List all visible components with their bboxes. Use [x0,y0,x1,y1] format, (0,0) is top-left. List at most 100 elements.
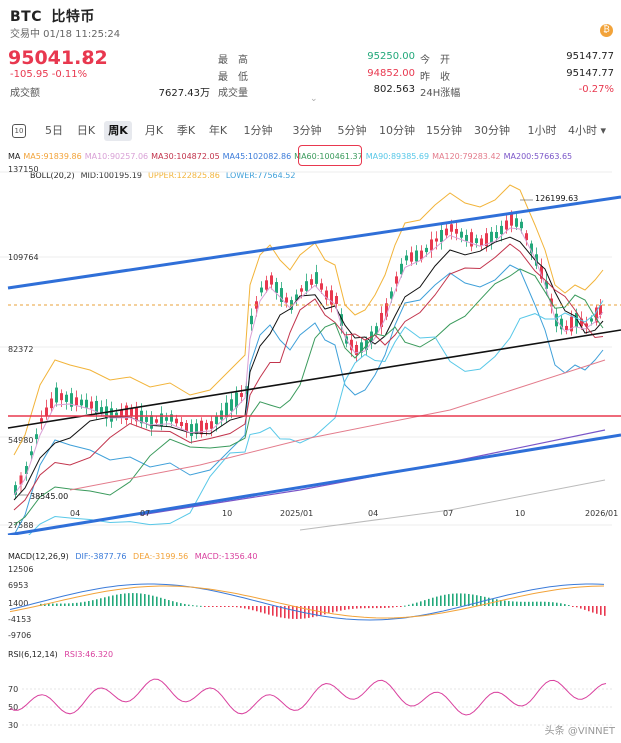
macd-bar [156,596,158,606]
ma-item-1: MA10:90257.06 [84,152,149,161]
macd-bar [432,597,434,606]
macd-bar [360,606,362,609]
ma-item-5: MA90:89385.69 [365,152,430,161]
macd-bar [380,606,382,609]
candle-body [530,243,533,254]
period-settings-icon[interactable]: 10 [12,124,26,138]
tab-1[interactable]: 日K [76,124,96,137]
ma-item-0: MA5:91839.86 [23,152,82,161]
rsi-chart[interactable]: 70 50 30 [0,662,621,743]
macd-bar [148,594,150,606]
tab-12[interactable]: 1小时 [527,124,557,137]
macd-bar [592,606,594,613]
macd-bar [420,601,422,606]
x-axis-label: 04 [368,509,378,518]
tab-3[interactable]: 月K [144,124,164,137]
expand-handle-icon[interactable]: ⌄ [310,94,318,104]
macd-y-label: 6953 [8,581,28,590]
coin-name: 比特币 [51,9,95,25]
tab-9[interactable]: 10分钟 [379,124,415,137]
macd-bar [140,593,142,606]
ma-item-7: MA200:57663.65 [503,152,573,161]
tab-10[interactable]: 15分钟 [426,124,462,137]
candle-body [599,305,602,315]
macd-bar [440,595,442,606]
macd-bar [416,602,418,606]
high-value: 95250.00 [367,51,415,62]
ma-item-4: MA60:100461.37 [294,152,363,161]
macd-bar [220,606,222,607]
macd-y-label: 12506 [8,565,33,574]
tab-0[interactable]: 5日 [45,124,63,137]
candle-body [110,408,113,422]
macd-bar [212,606,214,607]
macd-bar [496,599,498,606]
macd-dif: DIF:-3877.76 [75,552,127,561]
macd-bar [64,603,66,606]
candle-body [60,393,63,401]
macd-bar [572,606,574,607]
macd-bar [344,606,346,610]
candle-body [115,412,118,416]
tab-5[interactable]: 年K [208,124,228,137]
candle-body [195,423,198,435]
candle-body [140,410,143,424]
macd-bar [424,600,426,606]
candle-body [575,312,578,328]
symbol-title: BTC 比特币 [10,6,95,26]
ma-line-4 [13,243,604,511]
candle-body [155,419,158,423]
tab-11[interactable]: 30分钟 [474,124,510,137]
macd-bar [588,606,590,612]
prev-close-value: 95147.77 [566,68,614,79]
candle-body [225,402,228,418]
macd-chart[interactable]: 12506 6953 1400 -4153 -9706 [0,564,621,640]
macd-bar [352,606,354,609]
macd-bar [304,606,306,619]
candle-body [385,303,388,317]
candle-body [160,413,163,427]
candle-body [90,401,93,409]
macd-bar [84,601,86,606]
macd-bar [336,606,338,612]
macd-bar [164,598,166,606]
x-axis-label: 04 [70,509,80,518]
candle-body [395,276,398,284]
tab-13[interactable]: 4小时 ▾ [567,124,607,137]
tab-7[interactable]: 3分钟 [292,124,322,137]
candle-body [375,326,378,334]
bitcoin-icon[interactable]: ₿ [600,24,613,37]
macd-bar [536,601,538,606]
tab-6[interactable]: 1分钟 [243,124,273,137]
tab-8[interactable]: 5分钟 [337,124,367,137]
macd-bar [80,602,82,606]
candle-body [515,218,518,227]
candle-body [420,250,423,260]
candlestick-chart[interactable]: 137150 109764 82372 54980 27588 126199.63 3854… [0,160,621,535]
macd-title: MACD(12,26,9) [8,552,69,561]
macd-bar [112,595,114,606]
macd-bar [144,594,146,606]
ma60-highlight-box [298,145,362,166]
macd-bar [108,596,110,606]
candle-body [145,417,148,422]
macd-dea: DEA:-3199.56 [133,552,189,561]
macd-bar [388,606,390,608]
macd-bar [116,594,118,606]
ma-line-3 [13,227,604,496]
candle-body [235,392,238,408]
candle-body [200,420,203,435]
tab-4[interactable]: 季K [176,124,196,137]
macd-bar [232,606,234,607]
macd-value: MACD:-1356.40 [194,552,258,561]
tab-2[interactable]: 周K [104,121,132,141]
macd-bar [288,606,290,619]
x-axis-label: 07 [140,509,150,518]
macd-bar [396,606,398,608]
candle-body [265,280,268,290]
macd-bar [528,601,530,606]
ma-prefix: MA [8,152,21,161]
candle-body [425,247,428,253]
candle-body [455,228,458,234]
low-value: 94852.00 [367,68,415,79]
